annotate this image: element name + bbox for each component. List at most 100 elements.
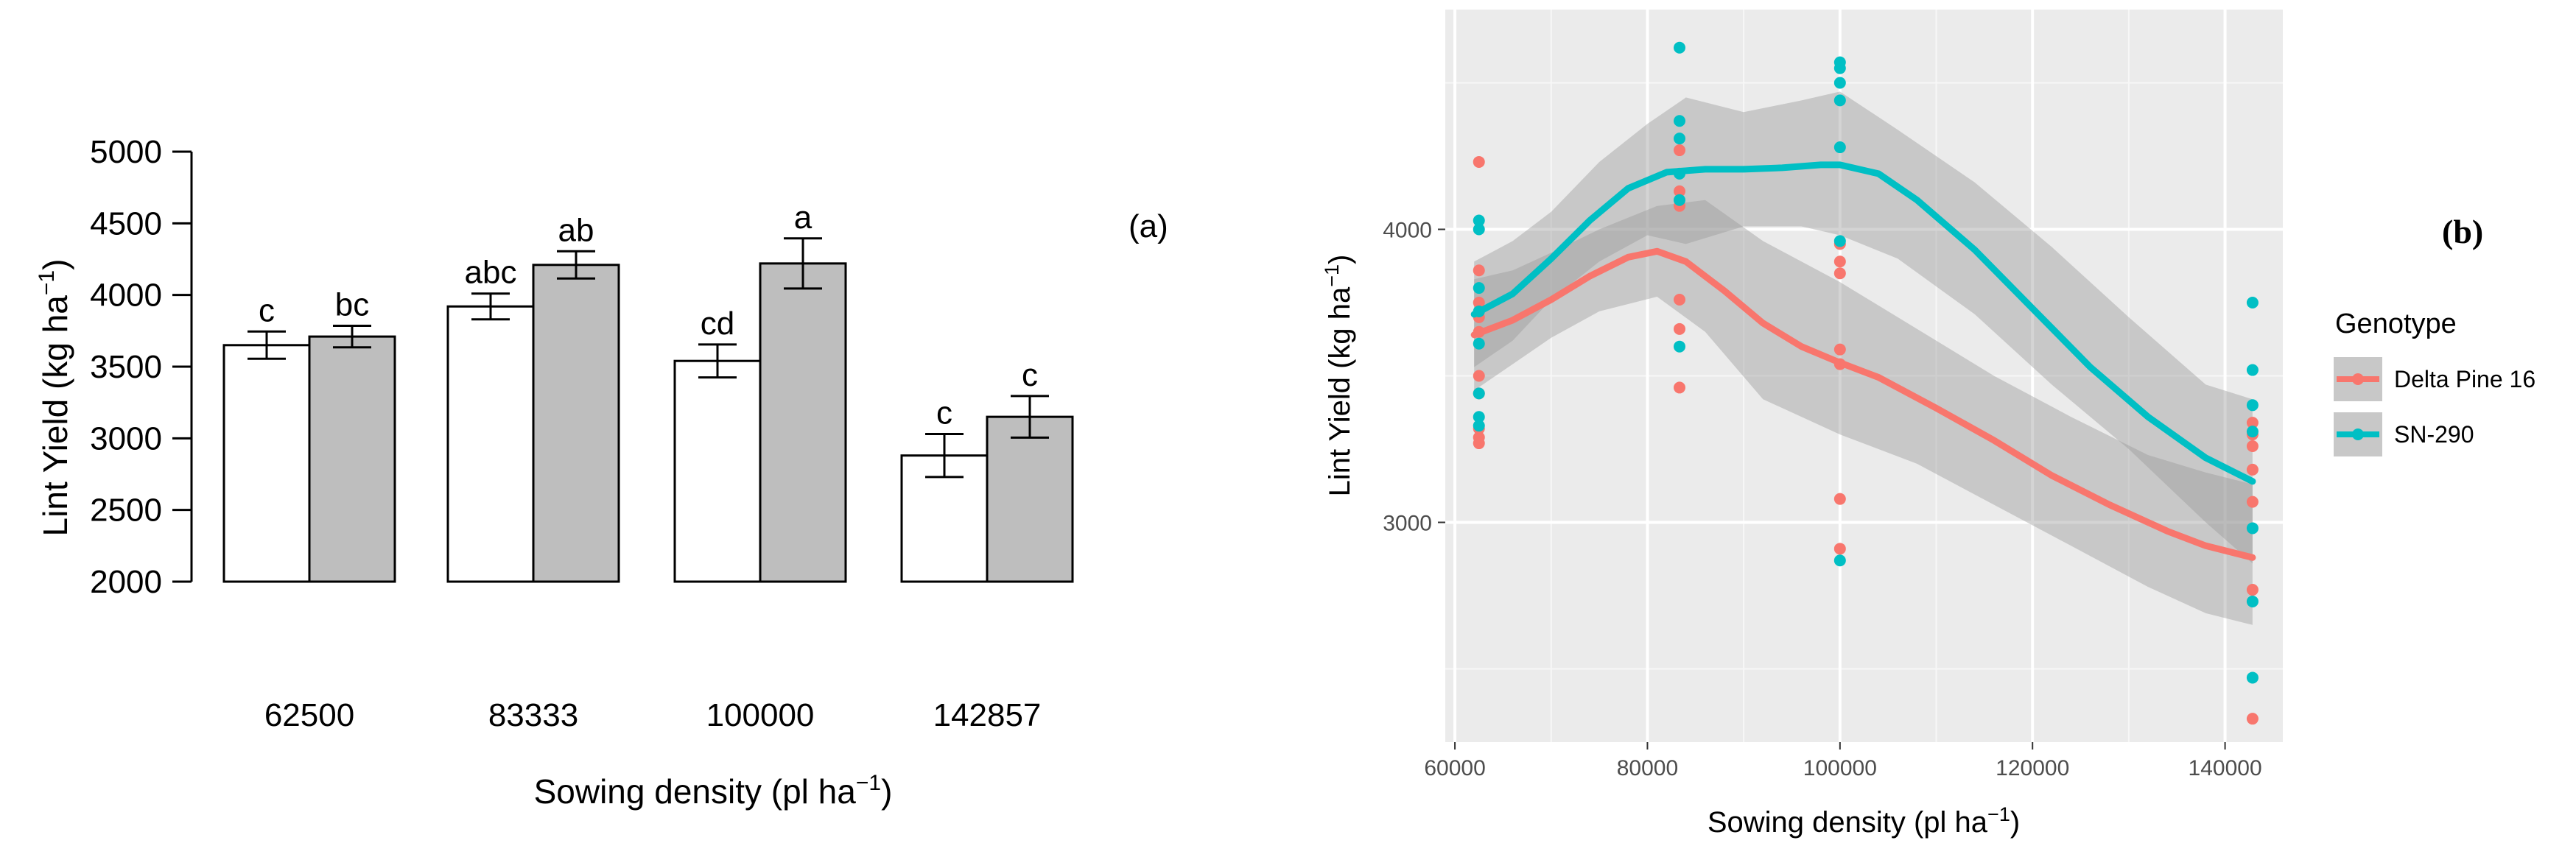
data-point xyxy=(1833,554,1846,567)
y-tick-label: 2000 xyxy=(90,564,162,600)
confidence-band xyxy=(1474,200,2253,625)
panel-a-bar-chart: 2000 2500 3000 3500 4000 4500 5000 c bc abc ab cd a… xyxy=(35,134,1168,811)
data-point xyxy=(2246,671,2259,684)
data-point xyxy=(2246,463,2259,476)
legend-keys xyxy=(2334,357,2382,456)
y-tick-label: 3000 xyxy=(90,420,162,456)
panel-b-ticks: 60000 80000 100000 120000 140000 3000 4000 xyxy=(1383,219,2261,781)
data-point xyxy=(1833,343,1846,356)
data-point xyxy=(2246,595,2259,607)
bar xyxy=(222,344,311,583)
data-point xyxy=(1473,282,1485,295)
bar xyxy=(308,335,396,583)
legend-label-sn290: SN-290 xyxy=(2394,421,2474,448)
data-point xyxy=(2246,364,2259,376)
data-point xyxy=(1674,322,1686,335)
data-point xyxy=(1473,297,1485,308)
panel-b-label: (b) xyxy=(2442,213,2483,250)
y-tick-label: 3500 xyxy=(90,349,162,385)
data-point xyxy=(1473,214,1485,227)
data-point xyxy=(2246,522,2259,535)
bar xyxy=(673,359,762,583)
data-point xyxy=(2246,417,2259,429)
panel-a-x-ticks: 62500 83333 100000 142857 xyxy=(264,697,1042,733)
data-point xyxy=(2246,399,2259,412)
data-point xyxy=(1473,387,1485,400)
data-point xyxy=(1473,437,1485,450)
y-tick-label: 3000 xyxy=(1383,512,1432,536)
panel-a-y-ticks: 2000 2500 3000 3500 4000 4500 5000 xyxy=(90,134,192,600)
y-tick-label: 2500 xyxy=(90,493,162,529)
significance-letter: c xyxy=(259,292,275,328)
y-tick-label: 4000 xyxy=(1383,219,1432,243)
data-point xyxy=(1833,141,1846,154)
data-point xyxy=(2246,584,2259,596)
significance-letter: abc xyxy=(465,255,517,291)
data-point xyxy=(1473,155,1485,168)
data-point xyxy=(1833,543,1846,555)
significance-letter: a xyxy=(794,200,813,236)
x-tick-label: 140000 xyxy=(2189,756,2262,780)
data-point xyxy=(1674,144,1686,157)
data-point xyxy=(2246,713,2259,725)
bar xyxy=(446,305,535,583)
y-tick-label: 4000 xyxy=(90,278,162,314)
panel-b-scatter-smooth: 60000 80000 100000 120000 140000 3000 4000 (b)… xyxy=(1321,10,2535,839)
data-point xyxy=(1833,255,1846,268)
y-tick-label: 4500 xyxy=(90,205,162,241)
data-point xyxy=(2246,426,2259,438)
x-tick-label: 100000 xyxy=(706,697,815,733)
significance-letter: c xyxy=(936,395,952,431)
data-point xyxy=(1473,370,1485,382)
x-tick-label: 142857 xyxy=(933,697,1042,733)
panel-a-label: (a) xyxy=(1129,208,1168,244)
data-point xyxy=(1833,267,1846,280)
panel-a-bars: c bc abc ab cd a c c xyxy=(222,200,1074,583)
significance-letter: c xyxy=(1022,357,1038,393)
legend-key-point xyxy=(2352,428,2364,440)
panel-b-legend: Genotype Delta Pine 16 SN-290 xyxy=(2334,308,2535,456)
data-point xyxy=(1833,94,1846,107)
data-point xyxy=(1674,115,1686,127)
significance-letter: ab xyxy=(558,212,594,248)
data-point xyxy=(1674,133,1686,145)
x-tick-label: 80000 xyxy=(1617,756,1678,780)
y-tick-label: 5000 xyxy=(90,134,162,170)
data-point xyxy=(1473,420,1485,432)
data-point xyxy=(1833,235,1846,247)
panel-b-confidence-bands xyxy=(1474,91,2253,625)
smooth-line xyxy=(1470,161,2256,485)
data-point xyxy=(1473,337,1485,350)
panel-b-y-axis-title: Lint Yield (kg ha−1) xyxy=(1321,255,1356,497)
data-point xyxy=(1674,340,1686,353)
panel-a-x-axis-title: Sowing density (pl ha−1) xyxy=(534,771,893,811)
data-point xyxy=(1833,493,1846,505)
bar xyxy=(759,262,847,583)
significance-letter: cd xyxy=(701,306,734,342)
panel-b-smooth-lines xyxy=(1470,161,2256,561)
data-point xyxy=(1674,185,1686,197)
data-point xyxy=(2246,495,2259,508)
x-tick-label: 83333 xyxy=(488,697,578,733)
legend-title: Genotype xyxy=(2335,308,2457,339)
significance-letter: bc xyxy=(335,287,369,323)
x-tick-label: 120000 xyxy=(1996,756,2069,780)
data-point xyxy=(1674,294,1686,306)
confidence-band xyxy=(1474,91,2253,564)
legend-key-point xyxy=(2352,373,2364,385)
data-point xyxy=(1833,77,1846,89)
data-point xyxy=(1674,381,1686,394)
data-point xyxy=(1473,223,1485,236)
data-point xyxy=(1674,194,1686,206)
x-tick-label: 60000 xyxy=(1424,756,1485,780)
data-point xyxy=(1833,62,1846,74)
smooth-line xyxy=(1470,247,2256,561)
x-tick-label: 62500 xyxy=(264,697,354,733)
legend-label-delta-pine: Delta Pine 16 xyxy=(2394,366,2535,392)
data-point xyxy=(1674,41,1686,54)
data-point xyxy=(1473,411,1485,423)
panel-a-y-axis-title: Lint Yield (kg ha−1) xyxy=(35,259,74,537)
bar xyxy=(532,264,620,583)
data-point xyxy=(1473,264,1485,277)
